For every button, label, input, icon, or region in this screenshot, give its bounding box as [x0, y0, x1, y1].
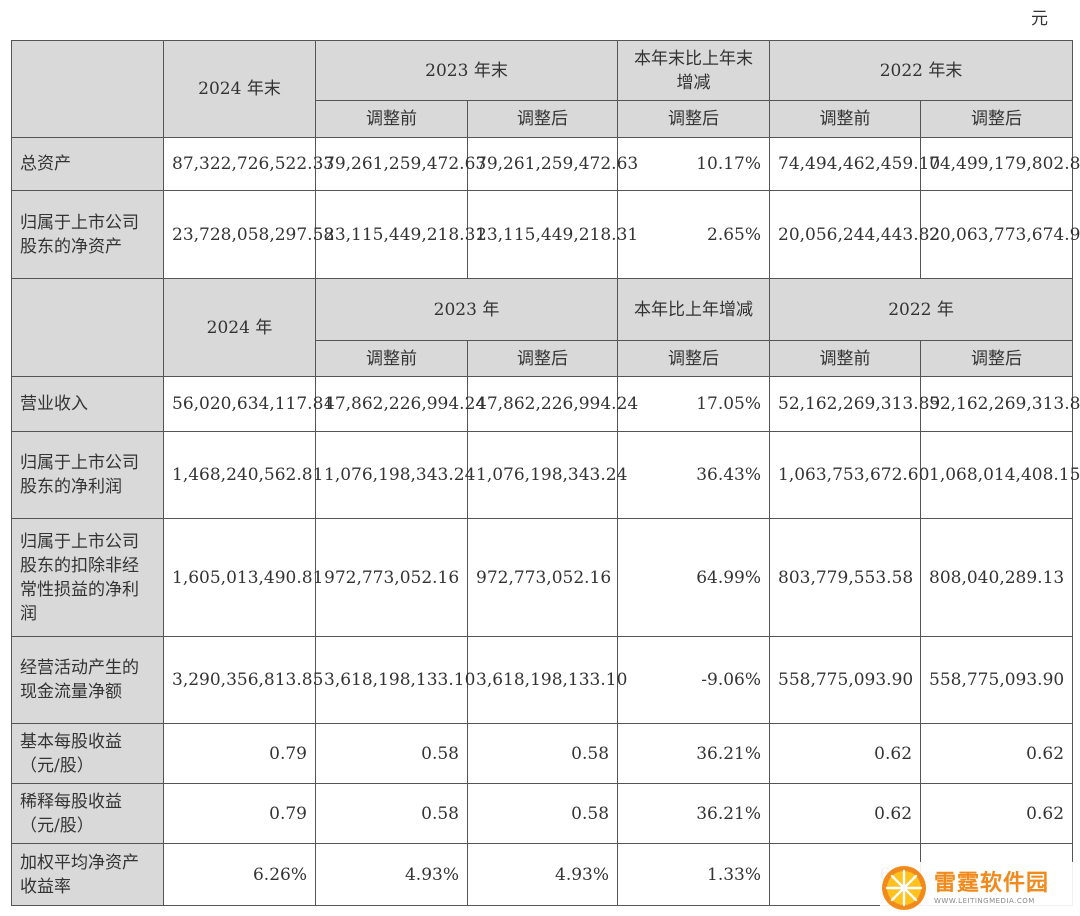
value-2023-before: 47,862,226,994.24: [315, 376, 486, 432]
citrus-slice-icon: [882, 866, 926, 910]
value-2022-after: 808,040,289.13: [920, 518, 1074, 637]
subheader-before: 调整前: [315, 340, 468, 377]
col-header-yoy-end: 本年末比上年末增减: [617, 40, 771, 101]
value-change: 10.17%: [617, 137, 771, 191]
value-2023-after: 23,115,449,218.31: [466, 190, 638, 279]
value-change: 36.21%: [617, 723, 771, 784]
value-2024: 6.26%: [163, 843, 316, 906]
subheader-after: 调整后: [920, 340, 1074, 377]
row-label: 归属于上市公司股东的净资产: [11, 190, 164, 279]
value-2023-before: 4.93%: [315, 843, 468, 906]
value-2024: 23,728,058,297.58: [163, 190, 334, 279]
value-2024: 3,290,356,813.85: [163, 636, 323, 724]
value-change: -9.06%: [617, 636, 771, 724]
unit-label: 元: [1031, 9, 1048, 29]
value-2024: 1,605,013,490.81: [163, 518, 323, 637]
value-2022-after: 52,162,269,313.89: [920, 376, 1080, 432]
value-change: 36.21%: [617, 783, 771, 844]
value-2023-after: 972,773,052.16: [466, 518, 619, 637]
financial-data-table: 2024 年末 2023 年末 本年末比上年末增减 2022 年末 调整前 调整…: [11, 40, 1080, 906]
value-2022-before: 0.62: [769, 723, 922, 784]
col-header-2023: 2023 年: [314, 278, 619, 341]
value-2022-before: 1,063,753,672.60: [769, 431, 929, 519]
col-header-2024: 2024 年: [163, 278, 316, 377]
value-2022-before: 20,056,244,443.82: [769, 190, 940, 279]
value-change: 1.33%: [617, 843, 771, 906]
income-header-row: 2024 年 2023 年 本年比上年增减 2022 年: [11, 278, 1074, 377]
value-change: 2.65%: [617, 190, 771, 279]
col-header-2023-end: 2023 年末: [314, 40, 619, 101]
value-2024: 1,468,240,562.81: [163, 431, 323, 519]
value-2023-before: 3,618,198,133.10: [315, 636, 475, 724]
table-row: 营业收入 56,020,634,117.81 47,862,226,994.24…: [11, 376, 1080, 432]
table-row: 归属于上市公司股东的净资产 23,728,058,297.58 23,115,4…: [11, 190, 1080, 279]
row-label: 基本每股收益（元/股）: [11, 723, 164, 784]
value-2022-before: 74,494,462,459.10: [769, 137, 940, 191]
row-label: 归属于上市公司股东的净利润: [11, 431, 164, 519]
subheader-after: 调整后: [617, 100, 771, 138]
value-change: 64.99%: [617, 518, 771, 637]
col-header-2022: 2022 年: [769, 278, 1074, 341]
value-2023-after: 79,261,259,472.63: [466, 137, 638, 191]
value-2022-before: 803,779,553.58: [769, 518, 922, 637]
value-2023-before: 0.58: [315, 723, 468, 784]
value-2022-after: 0.62: [920, 723, 1074, 784]
value-2023-before: 0.58: [315, 783, 468, 844]
watermark-name: 雷霆软件园: [934, 871, 1050, 896]
table-row: 稀释每股收益（元/股） 0.79 0.58 0.58 36.21% 0.62 0…: [11, 783, 1074, 844]
col-header-2022-end: 2022 年末: [769, 40, 1074, 101]
value-2022-before: 52,162,269,313.89: [769, 376, 940, 432]
value-2024: 56,020,634,117.81: [163, 376, 334, 432]
value-2022-before: 0.62: [769, 783, 922, 844]
value-2023-after: 0.58: [466, 723, 619, 784]
row-label: 归属于上市公司股东的扣除非经常性损益的净利润: [11, 518, 164, 637]
value-2023-before: 972,773,052.16: [315, 518, 468, 637]
balance-subheader-row: 调整前 调整后 调整后 调整前 调整后: [12, 100, 1074, 138]
value-change: 17.05%: [617, 376, 771, 432]
subheader-after: 调整后: [920, 100, 1074, 138]
value-2023-after: 47,862,226,994.24: [466, 376, 638, 432]
header-blank: [11, 40, 164, 138]
value-2022-after: 558,775,093.90: [920, 636, 1074, 724]
subheader-after: 调整后: [466, 340, 619, 377]
value-2024: 0.79: [163, 723, 316, 784]
row-label: 稀释每股收益（元/股）: [11, 783, 164, 844]
row-label: 总资产: [11, 137, 164, 191]
table-row: 经营活动产生的现金流量净额 3,290,356,813.85 3,618,198…: [11, 636, 1074, 724]
balance-header-row: 2024 年末 2023 年末 本年末比上年末增减 2022 年末: [11, 40, 1074, 138]
value-2024: 87,322,726,522.33: [163, 137, 334, 191]
value-change: 36.43%: [617, 431, 771, 519]
subheader-before: 调整前: [769, 340, 922, 377]
watermark-logo: 雷霆软件园 WWW.LEITINGMEDIA.COM: [880, 862, 1076, 914]
value-2023-after: 3,618,198,133.10: [466, 636, 627, 724]
value-2023-after: 4.93%: [466, 843, 619, 906]
value-2023-after: 1,076,198,343.24: [466, 431, 627, 519]
value-2023-after: 0.58: [466, 783, 619, 844]
row-label: 营业收入: [11, 376, 164, 432]
row-label: 经营活动产生的现金流量净额: [11, 636, 164, 724]
table-row: 总资产 87,322,726,522.33 79,261,259,472.63 …: [11, 137, 1080, 191]
value-2022-after: 1,068,014,408.15: [920, 431, 1080, 519]
table-row: 归属于上市公司股东的扣除非经常性损益的净利润 1,605,013,490.81 …: [11, 518, 1074, 637]
table-row: 归属于上市公司股东的净利润 1,468,240,562.81 1,076,198…: [11, 431, 1080, 519]
value-2023-before: 23,115,449,218.31: [315, 190, 486, 279]
value-2022-before: 558,775,093.90: [769, 636, 922, 724]
value-2022-after: 74,499,179,802.85: [920, 137, 1080, 191]
row-label: 加权平均净资产收益率: [11, 843, 164, 906]
header-blank: [11, 278, 164, 377]
subheader-before: 调整前: [315, 100, 468, 138]
col-header-yoy: 本年比上年增减: [617, 278, 771, 341]
subheader-before: 调整前: [769, 100, 922, 138]
subheader-after: 调整后: [617, 340, 771, 377]
col-header-2024-end: 2024 年末: [163, 40, 316, 138]
value-2023-before: 79,261,259,472.63: [315, 137, 486, 191]
value-2022-after: 20,063,773,674.91: [920, 190, 1080, 279]
income-subheader-row: 调整前 调整后 调整后 调整前 调整后: [12, 340, 1074, 377]
value-2023-before: 1,076,198,343.24: [315, 431, 475, 519]
value-2024: 0.79: [163, 783, 316, 844]
watermark-url: WWW.LEITINGMEDIA.COM: [934, 897, 1035, 905]
subheader-after: 调整后: [466, 100, 619, 138]
table-row: 基本每股收益（元/股） 0.79 0.58 0.58 36.21% 0.62 0…: [11, 723, 1074, 784]
value-2022-after: 0.62: [920, 783, 1074, 844]
